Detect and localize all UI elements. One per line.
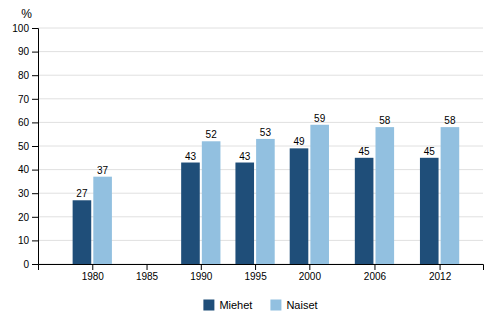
y-tick-label: 10 [18,235,30,246]
y-tick-mark [32,99,38,100]
bars [73,125,460,264]
legend-label: Miehet [219,299,252,311]
y-tick-mark [32,52,38,53]
y-axis: 0 10 20 30 40 50 60 70 80 90 100 [12,23,38,270]
x-tick: 1995 [244,264,267,282]
grid-line [38,51,483,52]
x-tick-label: 2006 [364,271,387,282]
bar [235,163,254,264]
bar [420,158,439,264]
y-tick-label: 60 [18,117,30,128]
data-label: 59 [314,113,326,124]
x-tick-mark [309,264,310,270]
data-label: 53 [260,127,272,138]
y-tick-label: 90 [18,46,30,57]
y-tick-mark [32,75,38,76]
legend-item: Miehet [203,299,252,311]
y-tick: 0 [23,259,38,270]
y-tick: 30 [18,188,38,199]
bar [310,125,329,264]
bar [202,141,221,264]
y-tick-label: 100 [12,23,29,34]
y-tick: 20 [18,212,38,223]
y-tick: 50 [18,141,38,152]
y-tick-mark [32,146,38,147]
grid-line [38,122,483,123]
bar [355,158,374,264]
y-tick: 80 [18,70,38,81]
x-tick-mark [147,264,148,270]
bar [73,200,92,264]
x-tick: 1980 [82,264,105,282]
y-tick-mark [32,240,38,241]
y-tick-label: 30 [18,188,30,199]
y-tick-mark [32,193,38,194]
y-tick-mark [32,217,38,218]
bar [181,163,200,264]
bar [441,127,460,264]
x-tick: 2012 [429,264,452,282]
data-label: 45 [424,146,436,157]
x-tick-label: 2012 [429,271,452,282]
x-tick-label: 1995 [244,271,267,282]
y-axis-title: % [21,7,32,21]
data-label: 43 [185,151,197,162]
y-axis-line [32,29,39,265]
data-label: 27 [76,188,88,199]
y-tick-mark [32,28,38,29]
y-tick: 40 [18,164,38,175]
legend-swatch [270,300,281,311]
y-tick: 90 [18,46,38,57]
x-tick-label: 2000 [299,271,322,282]
data-label: 37 [97,165,109,176]
bar [375,127,394,264]
y-tick-label: 80 [18,70,30,81]
data-label: 45 [359,146,371,157]
x-tick-mark [255,264,256,270]
x-tick-label: 1980 [82,271,105,282]
y-tick-label: 70 [18,94,30,105]
x-axis-line [39,265,484,271]
y-tick-mark [32,122,38,123]
data-labels: 27 43 43 49 45 45 37 52 53 59 58 58 [76,113,456,200]
y-tick-label: 40 [18,164,30,175]
data-label: 58 [379,115,391,126]
y-tick-label: 20 [18,212,30,223]
data-label: 43 [239,151,251,162]
x-tick: 1985 [136,264,159,282]
legend: Miehet Naiset [203,299,317,311]
bar [290,148,309,264]
legend-item: Naiset [270,299,317,311]
x-tick-mark [201,264,202,270]
x-tick: 1990 [190,264,213,282]
grid-line [38,75,483,76]
data-label: 52 [206,129,218,140]
chart: 1980 1985 1990 1995 2000 2006 2012 0 10 20 30 40 50 6… [0,0,497,320]
y-tick: 100 [12,23,38,34]
grid-line [38,98,483,99]
bar [256,139,275,264]
y-tick: 60 [18,117,38,128]
x-tick-mark [440,264,441,270]
y-tick-label: 0 [23,259,29,270]
y-tick-mark [32,264,38,265]
grid [38,28,483,264]
x-tick-mark [92,264,93,270]
y-tick-label: 50 [18,141,30,152]
x-tick: 2000 [299,264,322,282]
x-axis: 1980 1985 1990 1995 2000 2006 2012 [39,264,484,282]
x-tick-mark [374,264,375,270]
legend-swatch [203,300,214,311]
legend-label: Naiset [286,299,317,311]
bar [93,177,112,264]
y-tick-mark [32,170,38,171]
grid-line [38,28,483,29]
x-tick-label: 1985 [136,271,159,282]
x-tick: 2006 [364,264,387,282]
y-tick: 70 [18,94,38,105]
data-label: 58 [444,115,456,126]
y-tick: 10 [18,235,38,246]
data-label: 49 [293,136,305,147]
x-tick-label: 1990 [190,271,213,282]
